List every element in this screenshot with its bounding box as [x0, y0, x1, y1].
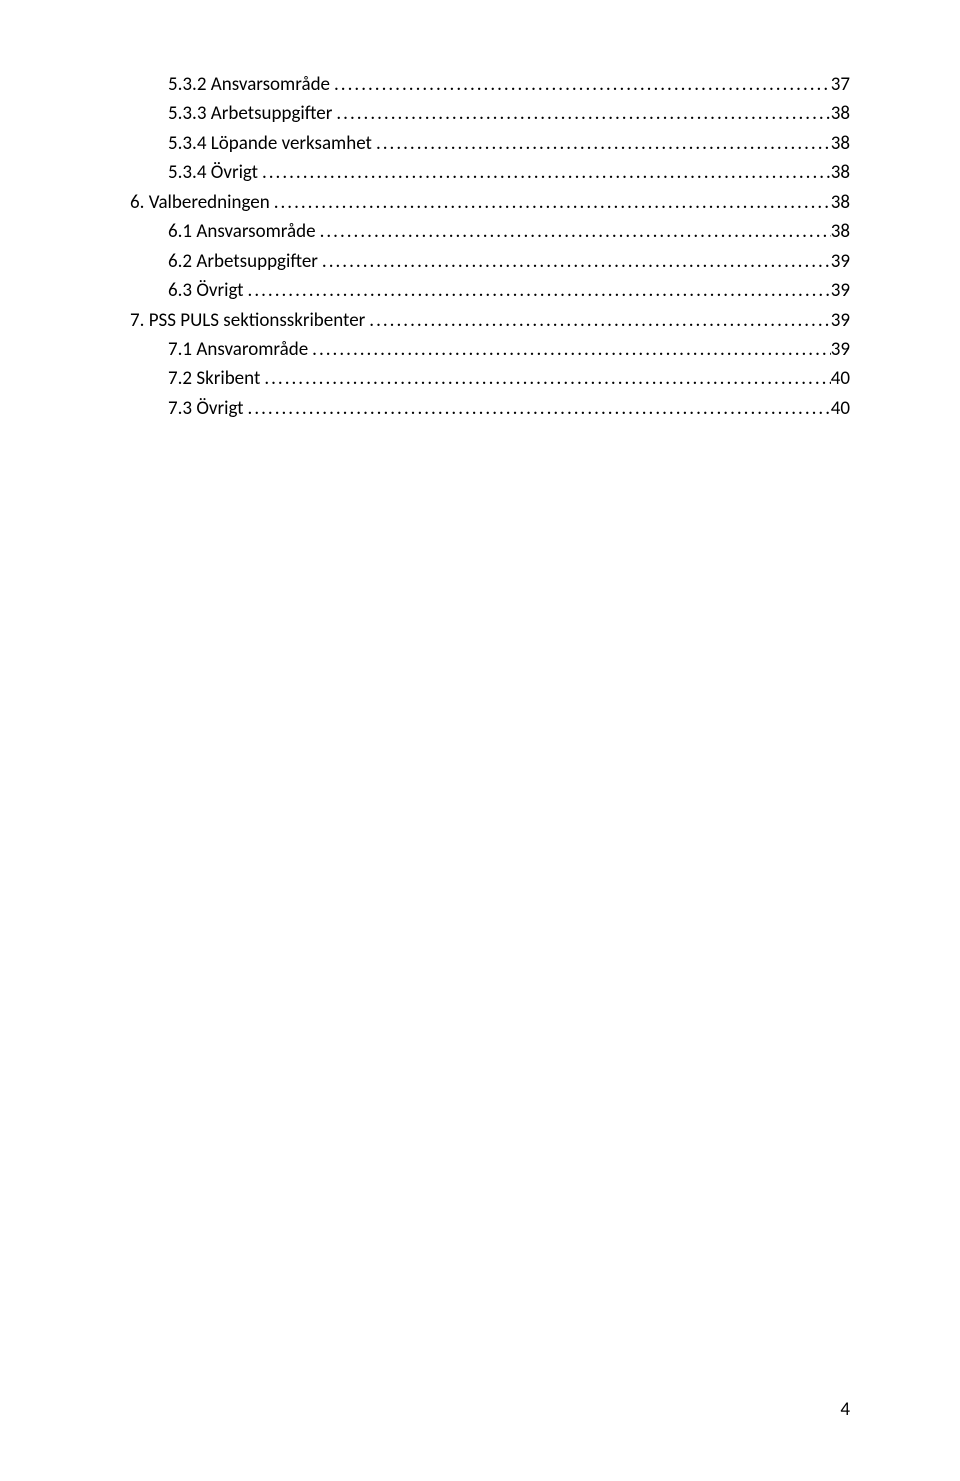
toc-entry-label: 5.3.3 Arbetsuppgifter: [168, 99, 332, 128]
toc-entry-label: 7.2 Skribent: [168, 364, 260, 393]
toc-entry-page: 38: [831, 129, 850, 158]
toc-leader-dots: [332, 99, 830, 128]
toc-entry: 7.2 Skribent 40: [130, 364, 850, 393]
toc-entry: 6.2 Arbetsuppgifter 39: [130, 247, 850, 276]
toc-entry-label: 7.1 Ansvarområde: [168, 335, 308, 364]
toc-leader-dots: [365, 306, 830, 335]
toc-entry-label: 6.1 Ansvarsområde: [168, 217, 316, 246]
toc-entry-label: 7. PSS PULS sektionsskribenter: [130, 306, 365, 335]
toc-entry: 7.3 Övrigt 40: [130, 394, 850, 423]
table-of-contents: 5.3.2 Ansvarsområde375.3.3 Arbetsuppgift…: [130, 70, 850, 423]
toc-leader-dots: [330, 70, 831, 99]
toc-entry-page: 40: [831, 364, 850, 393]
toc-entry-label: 5.3.2 Ansvarsområde: [168, 70, 330, 99]
toc-entry: 6. Valberedningen 38: [130, 188, 850, 217]
toc-entry-page: 38: [831, 99, 850, 128]
toc-leader-dots: [372, 129, 831, 158]
toc-entry: 5.3.3 Arbetsuppgifter 38: [130, 99, 850, 128]
toc-entry: 6.3 Övrigt 39: [130, 276, 850, 305]
toc-leader-dots: [308, 335, 831, 364]
toc-entry: 7.1 Ansvarområde 39: [130, 335, 850, 364]
toc-entry-label: 7.3 Övrigt: [168, 394, 244, 423]
toc-leader-dots: [316, 217, 831, 246]
document-page: 5.3.2 Ansvarsområde375.3.3 Arbetsuppgift…: [0, 0, 960, 1481]
toc-entry-page: 39: [831, 335, 850, 364]
toc-leader-dots: [244, 276, 831, 305]
toc-leader-dots: [244, 394, 831, 423]
page-number: 4: [840, 1398, 850, 1421]
toc-entry: 5.3.2 Ansvarsområde 37: [130, 70, 850, 99]
toc-entry-page: 39: [831, 306, 850, 335]
toc-entry-label: 5.3.4 Löpande verksamhet: [168, 129, 372, 158]
toc-entry-page: 40: [831, 394, 850, 423]
toc-entry: 7. PSS PULS sektionsskribenter 39: [130, 306, 850, 335]
toc-entry-label: 6.2 Arbetsuppgifter: [168, 247, 318, 276]
toc-entry: 6.1 Ansvarsområde 38: [130, 217, 850, 246]
toc-leader-dots: [318, 247, 831, 276]
toc-entry-page: 38: [831, 188, 850, 217]
toc-entry: 5.3.4 Löpande verksamhet 38: [130, 129, 850, 158]
toc-entry-page: 38: [831, 217, 850, 246]
toc-entry-label: 6.3 Övrigt: [168, 276, 244, 305]
toc-entry-label: 6. Valberedningen: [130, 188, 270, 217]
toc-entry-page: 38: [831, 158, 850, 187]
toc-entry-page: 39: [831, 247, 850, 276]
toc-entry-label: 5.3.4 Övrigt: [168, 158, 258, 187]
toc-entry: 5.3.4 Övrigt 38: [130, 158, 850, 187]
toc-entry-page: 37: [831, 70, 850, 99]
toc-leader-dots: [258, 158, 831, 187]
toc-leader-dots: [260, 364, 830, 393]
toc-entry-page: 39: [831, 276, 850, 305]
toc-leader-dots: [270, 188, 831, 217]
